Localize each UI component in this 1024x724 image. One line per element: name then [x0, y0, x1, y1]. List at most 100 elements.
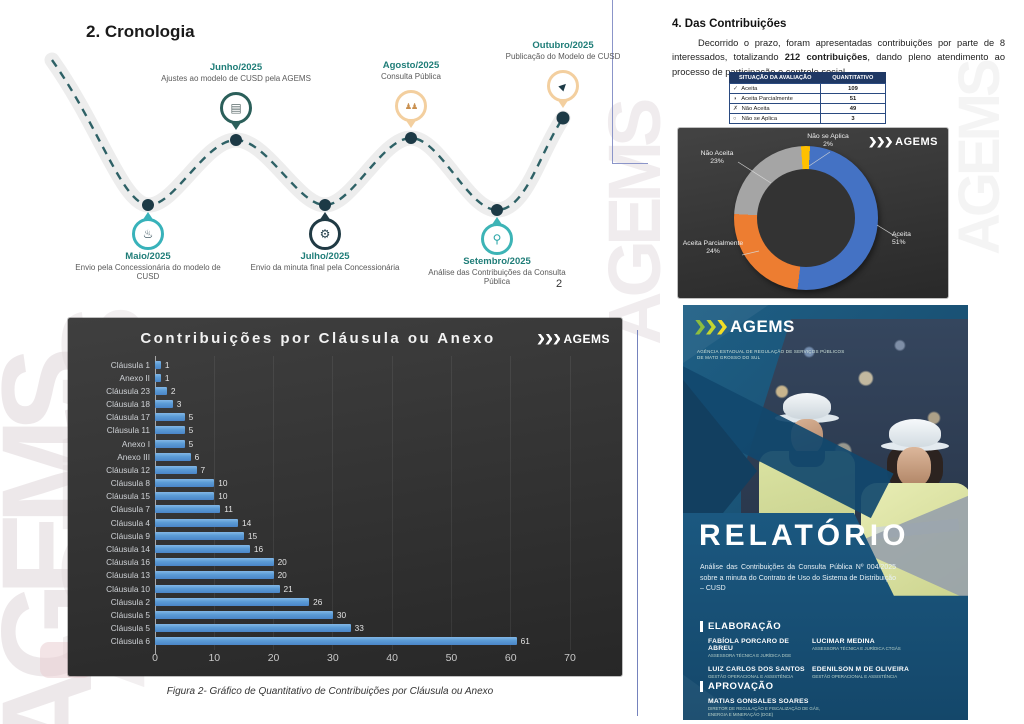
donut-callout-2: Não Aceita 23%	[688, 150, 746, 167]
bar-wrap: 15	[155, 531, 612, 541]
milestone-month: Outubro/2025	[532, 40, 594, 51]
bar-category-label: Cláusula 6	[110, 636, 150, 647]
milestone-description: Análise das Contribuições da Consulta Pú…	[428, 268, 566, 287]
bar-category-label: Cláusula 5	[110, 609, 150, 620]
bar-chart-title: Contribuições por Cláusula ou Anexo	[140, 330, 496, 347]
x-tick-label: 20	[267, 652, 280, 664]
bar-value-label: 10	[218, 478, 228, 489]
table-cell-situacao: ○ Não se Aplica	[729, 113, 821, 124]
cover-title-band	[683, 513, 968, 720]
partial-icon: ◑	[733, 95, 737, 102]
bar-row: Cláusula 17 5	[68, 411, 612, 424]
bar-category-label: Cláusula 17	[106, 412, 150, 423]
bar-wrap: 2	[155, 386, 612, 396]
bar-row: Cláusula 7 11	[68, 503, 612, 516]
agems-logo: AGEMS	[695, 317, 795, 337]
table-row: ✓ Aceita 109	[729, 83, 886, 94]
table-cell-quantitativo: 49	[820, 103, 886, 114]
person-name: FABÍOLA PORCARO DE ABREU	[708, 638, 790, 652]
bar-value-label: 6	[194, 451, 200, 462]
milestone-description: Envio da minuta final pela Concessionári…	[250, 263, 400, 272]
person-name: EDENILSON M DE OLIVEIRA	[812, 665, 910, 673]
flame-pin-icon: ♨	[132, 212, 164, 250]
bar-row: Cláusula 23 2	[68, 384, 612, 397]
bar-row: Cláusula 5 33	[68, 621, 612, 634]
bar-category-label: Cláusula 4	[110, 517, 150, 528]
body-paragraph: Decorrido o prazo, foram apresentadas co…	[672, 36, 1005, 79]
callout-label: Aceita	[892, 231, 911, 238]
x-tick-label: 40	[386, 652, 398, 664]
assessment-table: SITUAÇÃO DA AVALIAÇÃO QUANTITATIVO ✓ Ace…	[729, 72, 886, 124]
bar-value-label: 1	[164, 359, 170, 370]
table-cell-situacao: ◑ Aceita Parcialmente	[729, 93, 821, 104]
magnifier-icon: ⚲	[492, 232, 502, 246]
donut-chart-panel: AGEMS Não se Aplica 2% Não Aceita 23% Aceita…	[678, 128, 948, 298]
person-name: MATIAS GONSALES SOARES	[708, 698, 809, 705]
gear-icon: ⚙	[319, 227, 331, 241]
bar-row: Cláusula 10 21	[68, 582, 612, 595]
bar-row: Anexo II 1	[68, 371, 612, 384]
person-role: ASSESSORA TÉCNICA E JURÍDICA CTGÁS	[812, 646, 901, 651]
figure-caption: Figura 2- Gráfico de Quantitativo de Con…	[166, 686, 494, 697]
table-cell-quantitativo: 51	[820, 93, 886, 104]
paragraph-bold-count: 212 contribuições	[784, 52, 868, 63]
callout-value: 2%	[823, 141, 833, 149]
section-aprovacao: APROVAÇÃO MATIAS GONSALES SOARES DIRETOR …	[700, 681, 838, 718]
person-entry: FABÍOLA PORCARO DE ABREU ASSESSORA TÉCNIC…	[708, 638, 808, 659]
x-tick-label: 0	[152, 652, 158, 664]
cover-subtitle: Análise das Contribuições da Consulta Pú…	[700, 564, 896, 592]
bar	[155, 584, 280, 593]
bar-row: Anexo III 6	[68, 450, 612, 463]
aprovacao-heading: APROVAÇÃO	[700, 681, 838, 692]
milestone-month: Setembro/2025	[463, 256, 531, 267]
bar-value-label: 16	[253, 543, 264, 554]
callout-value: 51%	[892, 239, 906, 247]
bar-wrap: 11	[155, 504, 612, 514]
bar-value-label: 1	[164, 372, 170, 383]
bar-category-label: Anexo III	[117, 451, 150, 462]
person-role: DIRETOR DE REGULAÇÃO E FISCALIZAÇÃO DE G…	[708, 706, 820, 717]
person-role: GESTÃO OPERACIONAL E ASSISTÊNCIA	[708, 673, 794, 679]
bar	[155, 610, 333, 619]
bar-value-label: 15	[247, 530, 258, 541]
callout-label: Não Aceita	[700, 150, 734, 157]
bar-wrap: 20	[155, 570, 612, 580]
bar-wrap: 26	[155, 597, 612, 607]
bar-category-label: Cláusula 13	[106, 570, 150, 581]
bar-row: Cláusula 16 20	[68, 556, 612, 569]
people-pin-icon: ♟♟	[395, 90, 427, 128]
elaboracao-heading: ELABORAÇÃO	[700, 621, 909, 632]
bar-value-label: 30	[336, 609, 347, 620]
bar-row: Cláusula 14 16	[68, 542, 612, 555]
bar-wrap: 1	[155, 373, 612, 383]
bar-category-label: Cláusula 11	[106, 425, 150, 436]
table-cell-quantitativo: 3	[820, 113, 886, 124]
agems-logo-text: AGEMS	[563, 332, 610, 346]
bar	[155, 544, 250, 553]
bar-wrap: 33	[155, 623, 612, 633]
magnifier-pin-icon: ⚲	[481, 217, 513, 255]
hard-hat	[889, 419, 941, 447]
axis-line	[154, 356, 156, 654]
bar-wrap: 5	[155, 439, 612, 449]
bar-wrap: 21	[155, 584, 612, 594]
table-header-situacao: SITUAÇÃO DA AVALIAÇÃO	[729, 72, 821, 84]
page-divider-line	[637, 330, 638, 716]
milestone-month: Maio/2025	[125, 251, 171, 262]
chevron-icon	[695, 319, 705, 335]
gear-pin-icon: ⚙	[309, 212, 341, 250]
flame-icon: ♨	[142, 227, 154, 241]
bar-wrap: 14	[155, 518, 612, 528]
person-name: LUCIMAR MEDINA	[812, 638, 875, 645]
x-tick-label: 70	[564, 652, 576, 664]
bar-wrap: 1	[155, 360, 612, 370]
milestone-description: Consulta Pública	[380, 72, 442, 81]
bar-row: Cláusula 13 20	[68, 569, 612, 582]
bar-row: Cláusula 6 61	[68, 635, 612, 648]
donut-chart	[734, 146, 878, 290]
cross-icon: ✗	[733, 105, 738, 112]
bar-wrap: 16	[155, 544, 612, 554]
bar-value-label: 7	[200, 464, 206, 475]
table-row: ○ Não se Aplica 3	[729, 113, 886, 124]
